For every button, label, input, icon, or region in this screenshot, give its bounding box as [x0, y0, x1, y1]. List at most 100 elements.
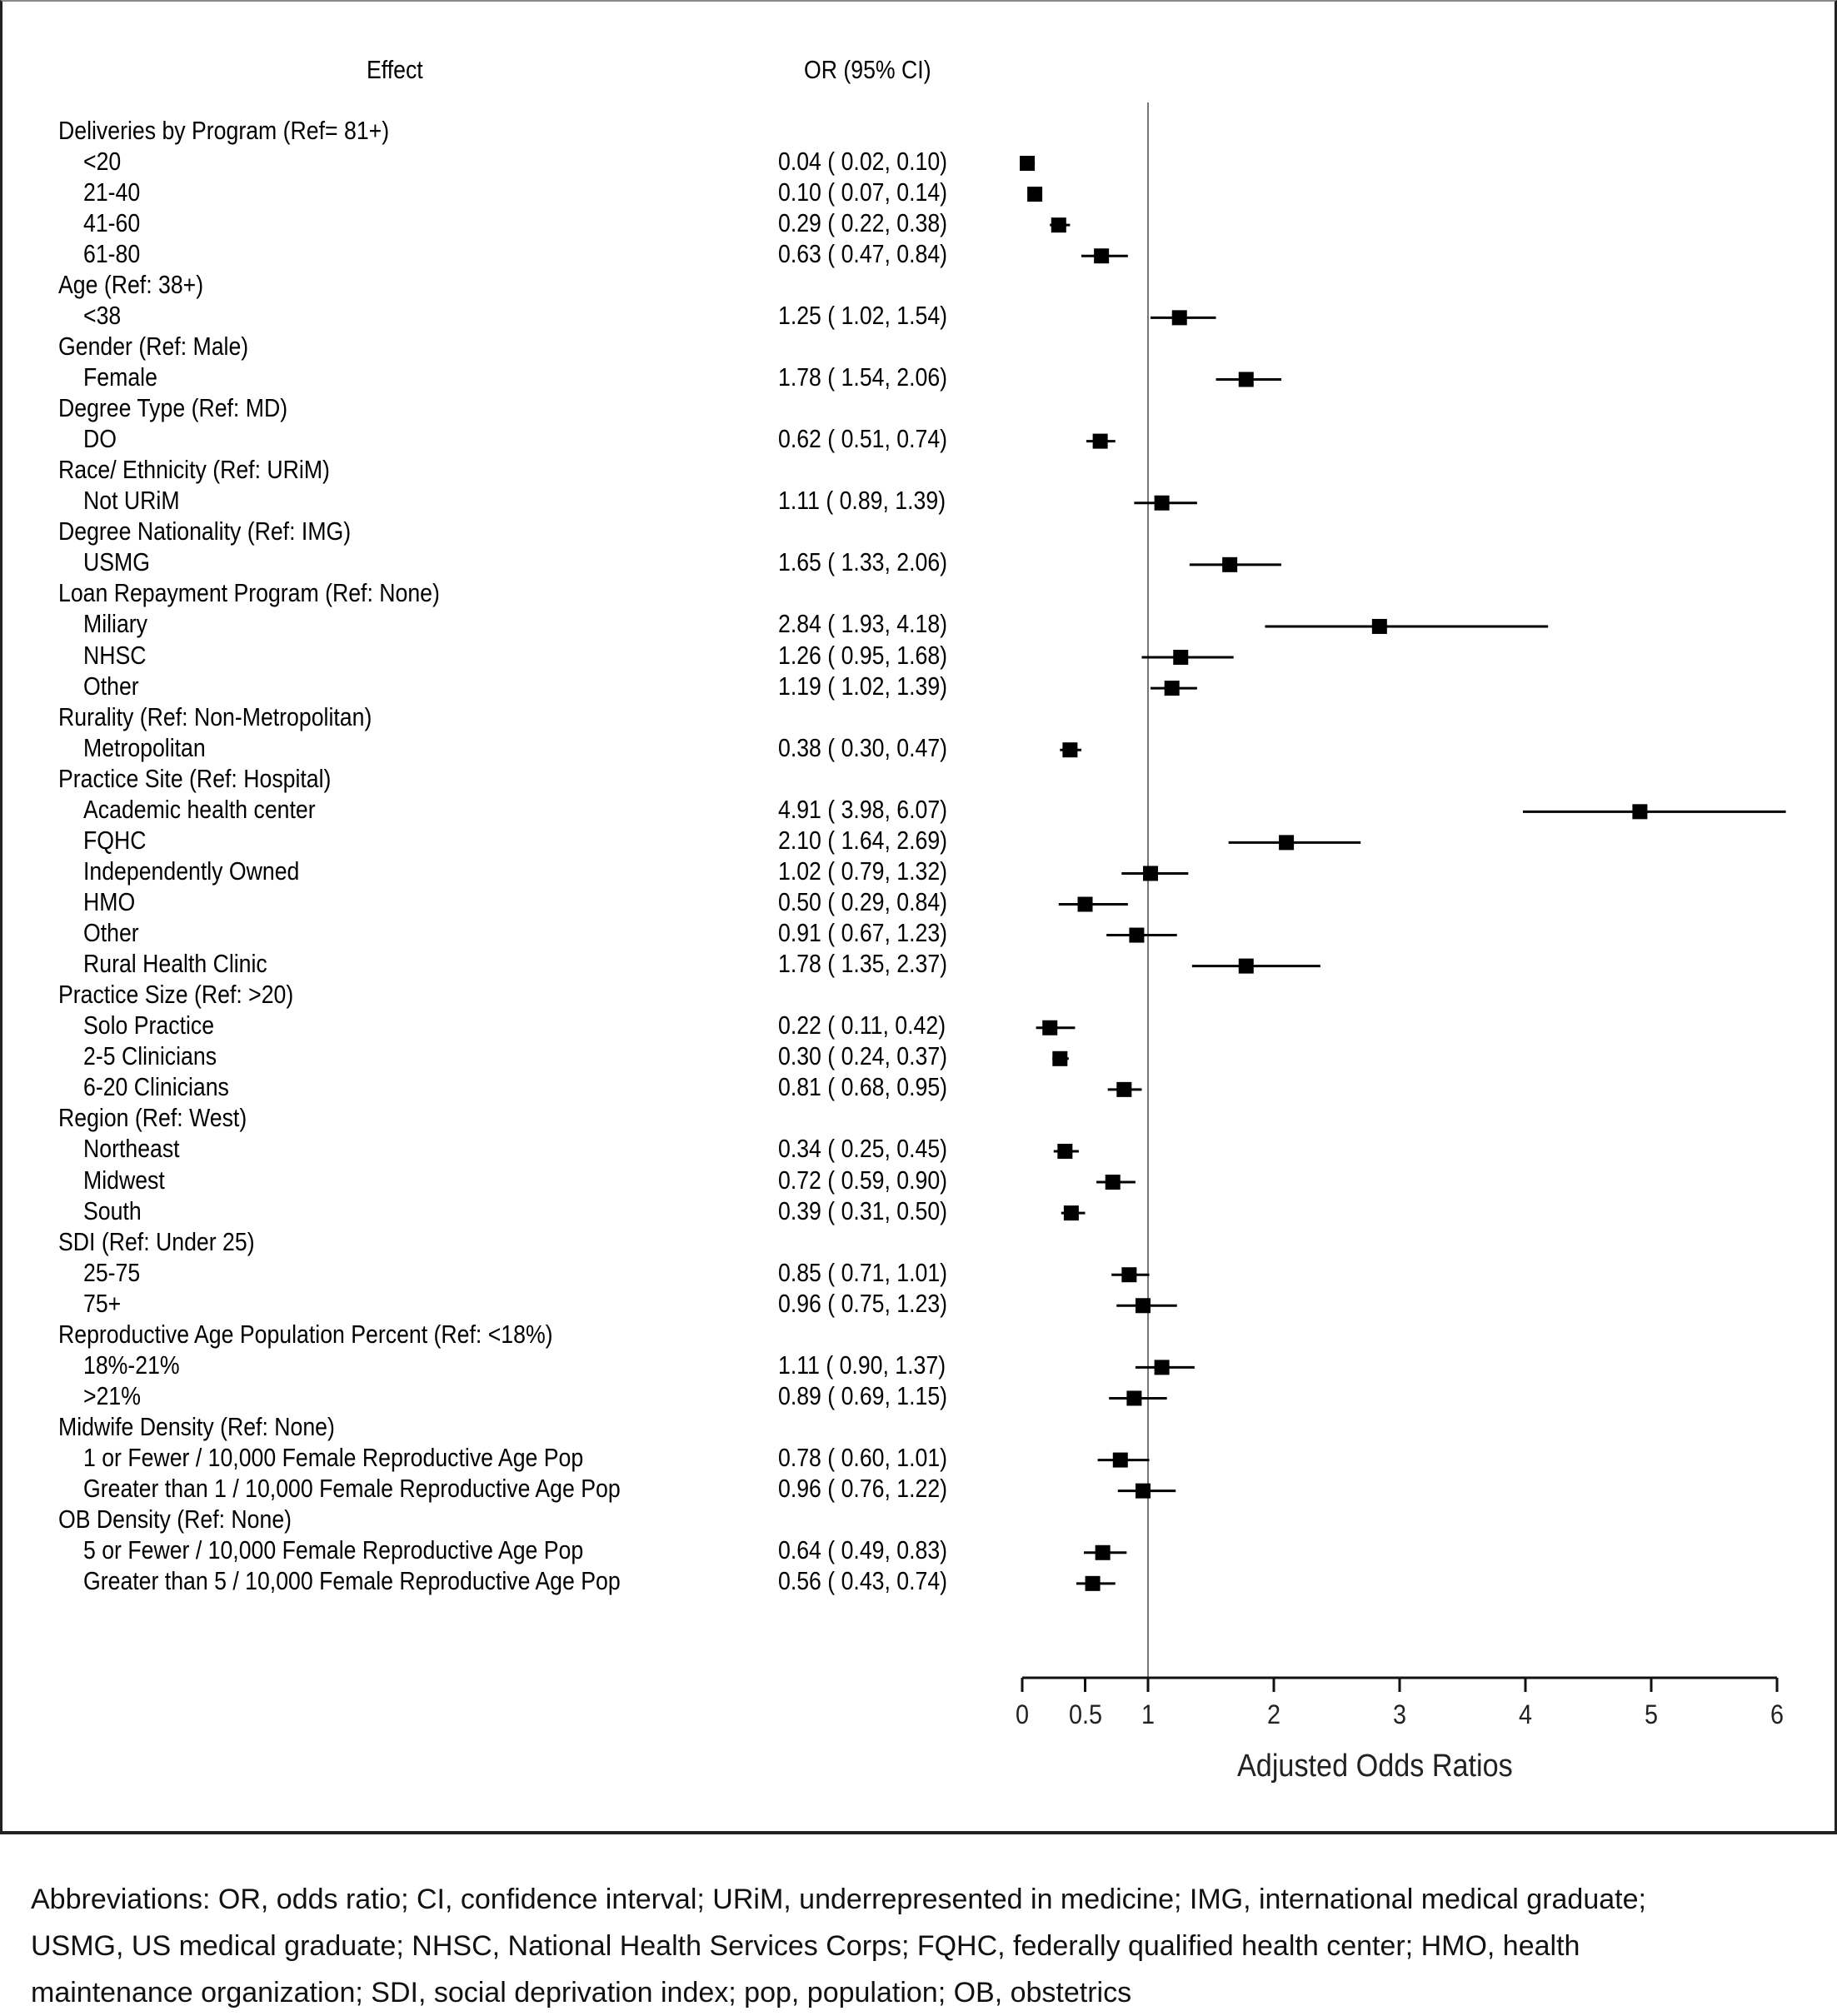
effect-label: 2-5 Clinicians	[83, 1041, 217, 1071]
effect-label: 6-20 Clinicians	[83, 1072, 229, 1102]
or-point-marker	[1116, 1081, 1132, 1097]
group-label: Deliveries by Program (Ref= 81+)	[58, 115, 390, 145]
or-value-label: 0.81 ( 0.68, 0.95)	[778, 1072, 948, 1102]
x-tick-label: 0	[1015, 1699, 1030, 1729]
or-value-label: 0.96 ( 0.76, 1.22)	[778, 1474, 948, 1504]
or-value-label: 0.30 ( 0.24, 0.37)	[778, 1041, 948, 1071]
or-point-marker	[1279, 835, 1295, 851]
or-point-marker	[1632, 804, 1648, 820]
or-value-label: 1.25 ( 1.02, 1.54)	[778, 300, 948, 330]
group-label: Degree Nationality (Ref: IMG)	[58, 516, 352, 546]
effect-label: Not URiM	[83, 486, 180, 516]
effect-label: Greater than 1 / 10,000 Female Reproduct…	[83, 1474, 621, 1504]
or-point-marker	[1154, 1360, 1170, 1375]
x-axis-ticks	[1021, 1678, 1779, 1692]
or-point-marker	[1371, 618, 1387, 634]
or-value-label: 0.04 ( 0.02, 0.10)	[778, 146, 948, 176]
or-value-label: 0.10 ( 0.07, 0.14)	[778, 177, 948, 207]
or-point-marker	[1057, 1143, 1073, 1159]
or-value-label: 0.62 ( 0.51, 0.74)	[778, 424, 948, 454]
effect-label: Rural Health Clinic	[83, 949, 267, 979]
effect-label: Greater than 5 / 10,000 Female Reproduct…	[83, 1566, 621, 1596]
or-point-marker	[1062, 742, 1078, 758]
group-label: Practice Size (Ref: >20)	[58, 980, 294, 1010]
effect-label: Solo Practice	[83, 1010, 215, 1040]
or-value-label: 0.72 ( 0.59, 0.90)	[778, 1165, 948, 1195]
or-value-label: 4.91 ( 3.98, 6.07)	[778, 794, 948, 824]
effect-label: >21%	[83, 1380, 141, 1410]
group-label: Rurality (Ref: Non-Metropolitan)	[58, 701, 372, 731]
group-label: Midwife Density (Ref: None)	[58, 1412, 335, 1442]
or-value-label: 1.19 ( 1.02, 1.39)	[778, 671, 948, 701]
group-label: Reproductive Age Population Percent (Ref…	[58, 1319, 553, 1349]
effect-label: 25-75	[83, 1257, 141, 1287]
or-value-label: 0.64 ( 0.49, 0.83)	[778, 1535, 948, 1565]
group-label: Region (Ref: West)	[58, 1103, 247, 1133]
or-point-marker	[1154, 495, 1170, 511]
effect-label: Northeast	[83, 1134, 180, 1164]
or-point-marker	[1238, 958, 1254, 974]
effect-label: Miliary	[83, 609, 148, 639]
effect-label: DO	[83, 424, 117, 454]
effect-label: South	[83, 1195, 142, 1225]
x-tick-label: 4	[1518, 1699, 1533, 1729]
or-value-label: 0.78 ( 0.60, 1.01)	[778, 1443, 948, 1473]
or-point-marker	[1222, 556, 1238, 572]
or-value-label: 1.26 ( 0.95, 1.68)	[778, 640, 948, 670]
or-point-marker	[1052, 1050, 1068, 1066]
or-point-marker	[1112, 1452, 1128, 1468]
or-value-label: 0.22 ( 0.11, 0.42)	[778, 1010, 946, 1040]
group-label: Gender (Ref: Male)	[58, 331, 249, 361]
or-point-marker	[1143, 866, 1159, 881]
group-label: Race/ Ethnicity (Ref: URiM)	[58, 455, 330, 485]
or-value-label: 0.56 ( 0.43, 0.74)	[778, 1566, 948, 1596]
or-point-marker	[1092, 433, 1108, 449]
or-point-marker	[1095, 1544, 1111, 1560]
or-point-marker	[1171, 310, 1187, 326]
x-tick-label: 3	[1392, 1699, 1407, 1729]
effect-label: Other	[83, 671, 139, 701]
or-point-marker	[1135, 1298, 1151, 1314]
or-value-label: 1.11 ( 0.90, 1.37)	[778, 1350, 946, 1380]
or-point-marker	[1126, 1390, 1142, 1406]
or-value-label: 0.39 ( 0.31, 0.50)	[778, 1195, 948, 1225]
or-point-marker	[1129, 927, 1145, 943]
effect-label: 5 or Fewer / 10,000 Female Reproductive …	[83, 1535, 584, 1565]
or-value-label: 0.85 ( 0.71, 1.01)	[778, 1257, 948, 1287]
group-label: Age (Ref: 38+)	[58, 269, 204, 299]
or-value-label: 0.29 ( 0.22, 0.38)	[778, 207, 948, 237]
or-value-label: 1.02 ( 0.79, 1.32)	[778, 856, 948, 886]
or-point-marker	[1121, 1267, 1137, 1283]
or-column-header: OR (95% CI)	[804, 55, 931, 84]
or-value-label: 2.10 ( 1.64, 2.69)	[778, 825, 948, 855]
effect-label: 41-60	[83, 207, 141, 237]
or-point-marker	[1051, 217, 1066, 233]
forest-marks	[1020, 156, 1786, 1591]
group-label: OB Density (Ref: None)	[58, 1505, 292, 1534]
or-point-marker	[1094, 248, 1110, 264]
effect-label: Academic health center	[83, 794, 316, 824]
or-value-label: 0.63 ( 0.47, 0.84)	[778, 238, 948, 268]
caption-line: Abbreviations: OR, odds ratio; CI, confi…	[31, 1884, 1646, 1915]
effect-label: USMG	[83, 547, 150, 577]
figure-caption: Abbreviations: OR, odds ratio; CI, confi…	[31, 1876, 1822, 2016]
x-tick-label: 5	[1644, 1699, 1659, 1729]
or-point-marker	[1042, 1020, 1058, 1035]
effect-label: Midwest	[83, 1165, 165, 1195]
or-value-label: 0.89 ( 0.69, 1.15)	[778, 1380, 948, 1410]
or-point-marker	[1164, 681, 1180, 696]
or-value-label: 0.38 ( 0.30, 0.47)	[778, 732, 948, 762]
or-point-marker	[1173, 650, 1189, 666]
or-point-marker	[1135, 1483, 1151, 1499]
or-value-label: 0.50 ( 0.29, 0.84)	[778, 887, 948, 916]
group-label: Practice Site (Ref: Hospital)	[58, 763, 332, 793]
or-value-label: 1.65 ( 1.33, 2.06)	[778, 547, 948, 577]
or-point-marker	[1027, 187, 1043, 202]
x-tick-label: 6	[1770, 1699, 1785, 1729]
effect-label: NHSC	[83, 640, 147, 670]
effect-label: Independently Owned	[83, 856, 300, 886]
effect-label: Metropolitan	[83, 732, 206, 762]
effect-label: HMO	[83, 887, 136, 916]
effect-label: 75+	[83, 1288, 122, 1318]
group-label: Loan Repayment Program (Ref: None)	[58, 578, 440, 608]
